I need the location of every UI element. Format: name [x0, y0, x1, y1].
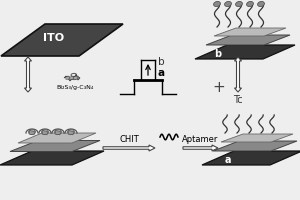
Ellipse shape: [236, 1, 242, 7]
Polygon shape: [213, 141, 297, 151]
Bar: [29, 131, 34, 135]
Polygon shape: [235, 57, 242, 92]
Polygon shape: [1, 24, 123, 56]
Polygon shape: [103, 145, 155, 151]
Bar: [66, 76, 69, 79]
Bar: [55, 131, 61, 135]
Polygon shape: [221, 134, 293, 142]
Polygon shape: [202, 151, 300, 165]
Polygon shape: [183, 145, 218, 151]
Polygon shape: [64, 75, 80, 81]
Ellipse shape: [68, 130, 74, 134]
Bar: [70, 76, 74, 79]
Ellipse shape: [214, 1, 220, 7]
Text: ITO: ITO: [44, 33, 64, 43]
Polygon shape: [10, 140, 100, 152]
Ellipse shape: [28, 130, 35, 134]
Bar: [68, 131, 74, 135]
Text: b: b: [158, 57, 165, 67]
Polygon shape: [25, 57, 32, 92]
Text: +: +: [213, 79, 225, 95]
Polygon shape: [206, 35, 290, 45]
Polygon shape: [214, 28, 286, 36]
Polygon shape: [18, 133, 96, 143]
Text: a: a: [158, 68, 165, 78]
Text: Bi₂S₃/g-C₃N₄: Bi₂S₃/g-C₃N₄: [56, 86, 94, 90]
Text: Tc: Tc: [233, 95, 243, 105]
Polygon shape: [0, 151, 104, 165]
Polygon shape: [195, 45, 295, 59]
Bar: [74, 76, 77, 79]
Text: Aptamer: Aptamer: [182, 135, 218, 144]
Ellipse shape: [258, 1, 264, 7]
Ellipse shape: [41, 130, 49, 134]
Ellipse shape: [55, 130, 62, 134]
Text: a: a: [225, 155, 231, 165]
Bar: [42, 131, 47, 135]
Ellipse shape: [225, 1, 231, 7]
Text: CHIT: CHIT: [119, 135, 139, 144]
Ellipse shape: [247, 1, 254, 7]
Text: b: b: [214, 49, 222, 59]
